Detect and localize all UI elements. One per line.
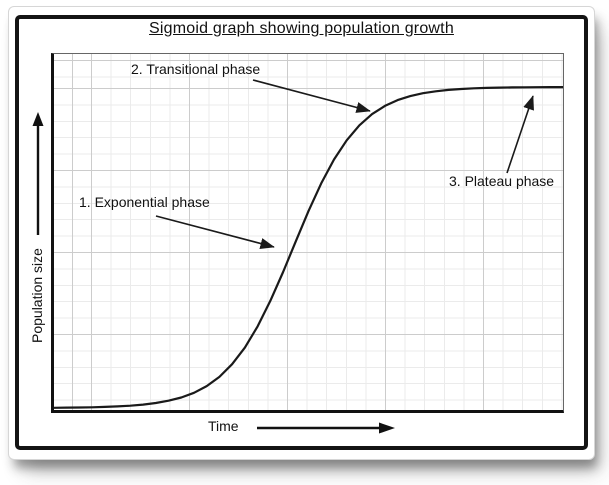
y-axis-label: Population size — [29, 248, 45, 344]
sigmoid-curve — [54, 85, 563, 409]
x-axis-label: Time — [208, 418, 239, 434]
x-axis-arrow-icon — [257, 422, 395, 434]
plot-overlay — [54, 79, 563, 409]
chart-card: Sigmoid graph showing population growth … — [8, 6, 595, 460]
annotation-arrow-plateau — [506, 95, 534, 174]
annotation-arrow-exponential — [155, 215, 275, 249]
chart-frame-border — [15, 15, 588, 450]
annotation-label-transitional: 2. Transitional phase — [131, 61, 261, 77]
annotation-arrow-transitional — [252, 79, 371, 113]
plot-area: 1. Exponential phase 2. Transitional pha… — [51, 53, 564, 413]
annotation-label-exponential: 1. Exponential phase — [79, 194, 210, 210]
annotation-label-plateau: 3. Plateau phase — [449, 173, 555, 189]
y-axis-arrow-icon — [32, 112, 44, 235]
chart-title: Sigmoid graph showing population growth — [149, 20, 454, 37]
